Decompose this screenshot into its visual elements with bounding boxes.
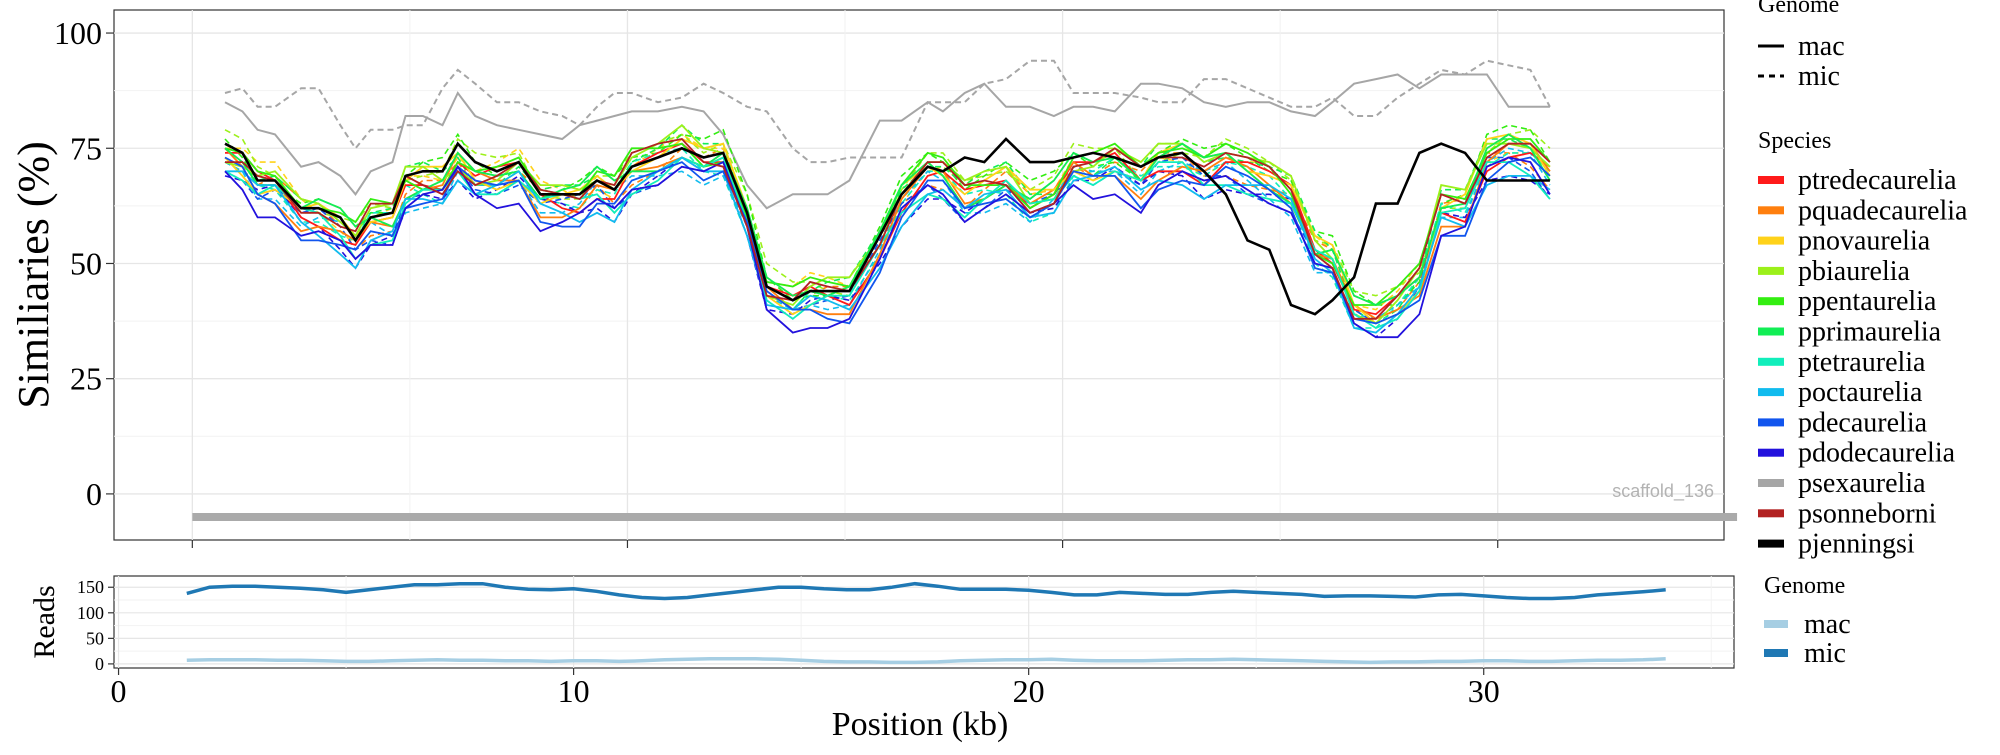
series-line-pdodecaurelia-mac bbox=[224, 156, 1551, 339]
species-legend-label: pdodecaurelia bbox=[1798, 438, 1956, 469]
similarity-y-tick-label: 100 bbox=[54, 15, 102, 51]
species-legend-label: ptetraurelia bbox=[1798, 347, 1926, 378]
x-tick-label: 30 bbox=[1468, 673, 1500, 709]
species-legend-label: pbiaurelia bbox=[1798, 256, 1911, 287]
species-legend-label: ppentaurelia bbox=[1798, 286, 1937, 317]
species-legend: Species ptredecaureliapquadecaureliapnov… bbox=[1758, 128, 1968, 560]
series-line-pdecaurelia-mac bbox=[224, 156, 1551, 325]
species-legend-label: psonneborni bbox=[1798, 498, 1937, 529]
x-tick-label: 10 bbox=[558, 673, 590, 709]
species-legend-swatch-pquadecaurelia bbox=[1758, 206, 1784, 215]
scaffold-annotation: scaffold_136 bbox=[1612, 481, 1714, 502]
reads-y-tick-label: 150 bbox=[77, 577, 104, 597]
reads-y-tick-label: 0 bbox=[95, 654, 104, 674]
species-legend-label: pquadecaurelia bbox=[1798, 195, 1968, 226]
reads-legend-label: mac bbox=[1804, 609, 1851, 640]
similarity-gridlines bbox=[114, 10, 1724, 540]
species-legend-label: psexaurelia bbox=[1798, 468, 1926, 499]
similarity-panel: 100 75 50 25 0 scaffold_136 Similiaries (%) bbox=[9, 9, 1738, 548]
series-line-ptredecaurelia-mac bbox=[225, 142, 1551, 316]
reads-y-ticks: 150 100 50 0 bbox=[77, 577, 114, 674]
x-tick-label: 20 bbox=[1013, 673, 1045, 709]
series-line-psexaurelia-mac bbox=[224, 73, 1550, 210]
series-line-pjenningsi-mac bbox=[224, 137, 1550, 316]
similarity-panel-frame bbox=[113, 9, 1725, 541]
species-legend-label: pjenningsi bbox=[1798, 529, 1915, 560]
reads-legend-swatch-mac bbox=[1764, 620, 1788, 628]
x-tick-label: 0 bbox=[111, 673, 127, 709]
reads-panel: 150 100 50 0 0 10 20 30 Reads Position (kb) bbox=[28, 575, 1735, 743]
species-legend-swatch-pjenningsi bbox=[1758, 539, 1784, 548]
species-legend-label: poctaurelia bbox=[1798, 377, 1923, 408]
species-legend-label: pprimaurelia bbox=[1798, 317, 1942, 348]
series-line-poctaurelia-mic bbox=[224, 147, 1551, 320]
series-line-ppentaurelia-mic bbox=[224, 124, 1551, 306]
similarity-x-ticks bbox=[191, 540, 1499, 548]
reads-legend-label: mic bbox=[1804, 638, 1846, 669]
similarity-lines bbox=[224, 59, 1551, 339]
series-line-ptetraurelia-mac bbox=[224, 156, 1551, 330]
genome-legend-label: mac bbox=[1798, 31, 1845, 62]
similarity-y-tick-label: 50 bbox=[70, 245, 102, 281]
reads-y-axis-label: Reads bbox=[28, 585, 61, 658]
reads-panel-frame bbox=[113, 575, 1735, 669]
species-legend-swatch-pdecaurelia bbox=[1758, 418, 1784, 427]
series-line-psexaurelia-mic bbox=[224, 59, 1551, 164]
species-legend-title: Species bbox=[1758, 128, 1831, 154]
genome-legend-title: Genome bbox=[1758, 0, 1839, 18]
species-legend-swatch-ppentaurelia bbox=[1758, 297, 1784, 306]
species-legend-swatch-psexaurelia bbox=[1758, 479, 1784, 487]
species-legend-label: ptredecaurelia bbox=[1798, 165, 1957, 196]
species-legend-swatch-pdodecaurelia bbox=[1758, 448, 1784, 457]
reads-y-tick-label: 100 bbox=[77, 603, 104, 623]
species-legend-swatch-ptetraurelia bbox=[1758, 357, 1784, 366]
species-legend-swatch-pbiaurelia bbox=[1758, 266, 1784, 275]
reads-x-ticks: 0 10 20 30 bbox=[111, 668, 1500, 709]
species-legend-swatch-psonneborni bbox=[1758, 509, 1784, 518]
x-axis-label: Position (kb) bbox=[832, 706, 1009, 743]
species-legend-swatch-pnovaurelia bbox=[1758, 236, 1784, 245]
reads-line-mic bbox=[186, 581, 1666, 601]
reads-y-tick-label: 50 bbox=[86, 628, 104, 648]
similarity-y-axis-label: Similiaries (%) bbox=[9, 141, 58, 409]
reads-legend-title: Genome bbox=[1764, 573, 1845, 599]
genome-legend-label: mic bbox=[1798, 61, 1840, 92]
series-line-pbiaurelia-mac bbox=[224, 123, 1551, 325]
reads-legend-swatch-mic bbox=[1764, 649, 1788, 657]
species-legend-label: pnovaurelia bbox=[1798, 226, 1931, 257]
species-legend-swatch-pprimaurelia bbox=[1758, 327, 1784, 336]
species-legend-swatch-poctaurelia bbox=[1758, 388, 1784, 397]
similarity-y-ticks: 100 75 50 25 0 bbox=[54, 15, 114, 512]
similarity-y-tick-label: 0 bbox=[86, 476, 102, 512]
reads-lines bbox=[186, 581, 1666, 665]
similarity-y-tick-label: 25 bbox=[70, 361, 102, 397]
similarity-y-tick-label: 75 bbox=[70, 130, 102, 166]
species-legend-label: pdecaurelia bbox=[1798, 407, 1928, 438]
series-line-ptetraurelia-mic bbox=[225, 147, 1551, 329]
reads-line-mac bbox=[186, 657, 1666, 665]
species-legend-swatch-ptredecaurelia bbox=[1758, 176, 1784, 184]
